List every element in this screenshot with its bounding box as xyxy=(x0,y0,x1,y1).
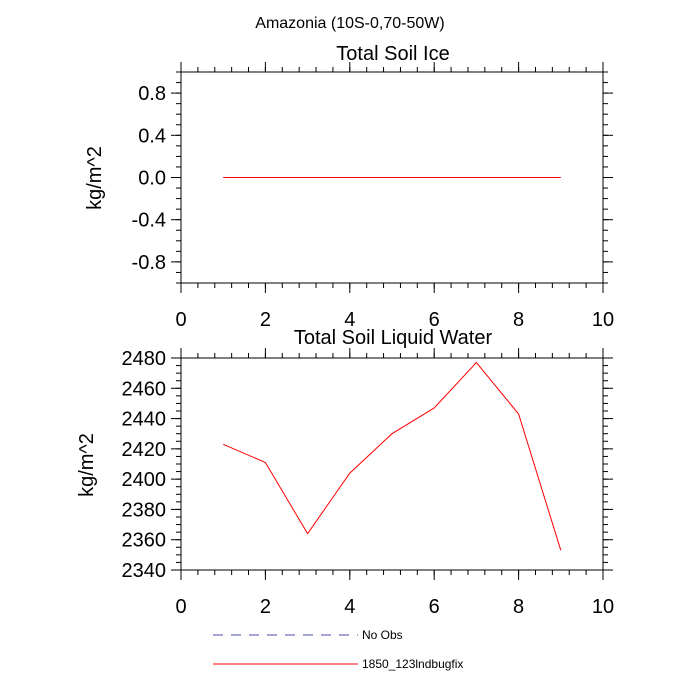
soil-liquid-water-y-tick-label: 2400 xyxy=(122,469,167,491)
legend: No Obs 1850_123lndbugfix xyxy=(213,628,463,671)
soil-liquid-water-x-tick-label: 2 xyxy=(260,596,271,618)
soil-ice-title: Total Soil Ice xyxy=(336,43,449,65)
soil-liquid-water-series xyxy=(223,361,562,551)
soil-liquid-water-tick-labels: 0 2 4 6 8 10 2340 2360 2380 2400 2420 2440 2460 2480 xyxy=(122,348,615,618)
soil-ice-x-tick-label: 2 xyxy=(260,309,271,331)
soil-liquid-water-series-line xyxy=(223,361,562,551)
legend-label-no-obs: No Obs xyxy=(362,628,403,642)
soil-liquid-water-y-axis-title: kg/m^2 xyxy=(76,433,98,497)
soil-liquid-water-x-tick-label: 10 xyxy=(592,596,614,618)
soil-ice-x-tick-label: 6 xyxy=(429,309,440,331)
soil-ice-tick-labels: 0 2 4 6 8 10 -0.8 -0.4 0.0 0.4 0.8 xyxy=(132,83,615,331)
soil-ice-y-tick-label: 0.8 xyxy=(138,83,166,105)
soil-ice-x-tick-label: 0 xyxy=(175,309,186,331)
soil-liquid-water-y-tick-label: 2420 xyxy=(122,439,167,461)
soil-liquid-water-y-tick-label: 2340 xyxy=(122,560,167,582)
legend-label-1850-123lndbugfix: 1850_123lndbugfix xyxy=(362,657,463,671)
soil-ice-ticks xyxy=(171,62,613,293)
soil-ice-panel: Total Soil Ice kg/m^2 0 2 4 6 8 10 -0.8 -0.4 0.0… xyxy=(84,43,614,331)
soil-liquid-water-y-tick-label: 2480 xyxy=(122,348,167,370)
soil-liquid-water-ticks xyxy=(171,348,613,580)
soil-liquid-water-x-tick-label: 6 xyxy=(429,596,440,618)
soil-liquid-water-panel: Total Soil Liquid Water kg/m^2 0 2 4 6 8 10 23… xyxy=(76,327,614,618)
soil-liquid-water-x-tick-label: 8 xyxy=(513,596,524,618)
soil-liquid-water-y-tick-label: 2440 xyxy=(122,409,167,431)
soil-liquid-water-plot-frame xyxy=(180,357,604,571)
soil-ice-x-tick-label: 8 xyxy=(513,309,524,331)
soil-ice-y-tick-label: -0.4 xyxy=(132,210,166,232)
soil-ice-x-tick-label: 4 xyxy=(344,309,355,331)
soil-ice-y-tick-label: 0.4 xyxy=(138,125,166,147)
soil-ice-y-axis-title: kg/m^2 xyxy=(84,146,106,210)
soil-liquid-water-x-tick-label: 0 xyxy=(175,596,186,618)
figure-title: Amazonia (10S-0,70-50W) xyxy=(255,15,444,32)
soil-ice-y-tick-label: 0.0 xyxy=(138,168,166,190)
soil-liquid-water-x-tick-label: 4 xyxy=(344,596,355,618)
soil-ice-x-tick-label: 10 xyxy=(592,309,614,331)
soil-liquid-water-y-tick-label: 2460 xyxy=(122,378,167,400)
soil-liquid-water-y-tick-label: 2360 xyxy=(122,530,167,552)
soil-liquid-water-y-tick-label: 2380 xyxy=(122,499,167,521)
soil-ice-y-tick-label: -0.8 xyxy=(132,252,166,274)
soil-liquid-water-title: Total Soil Liquid Water xyxy=(294,327,493,349)
